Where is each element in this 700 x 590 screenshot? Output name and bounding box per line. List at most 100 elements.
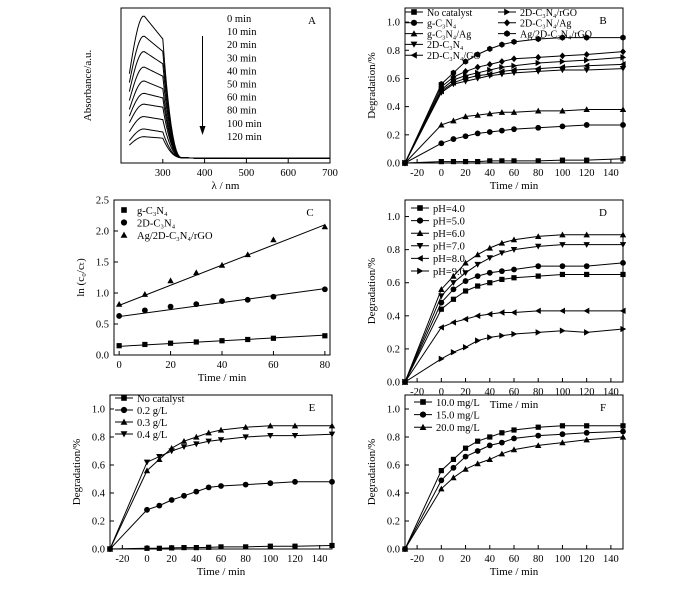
data-point [486, 60, 493, 68]
data-point [583, 62, 590, 69]
x-tick-label: 80 [320, 360, 331, 371]
series-line [109, 481, 332, 550]
x-tick-label: 40 [485, 387, 496, 398]
legend-item-2d-c-n-go: 2D-C₃N₄/GO [405, 51, 481, 62]
legend: 0 min 10 min 20 min 30 min 40 min 50 min 60 mi… [227, 14, 262, 143]
data-point [168, 497, 175, 503]
data-point [474, 448, 481, 454]
data-point [270, 236, 277, 243]
data-point [141, 307, 148, 314]
data-point [475, 158, 481, 165]
data-point [559, 307, 566, 315]
data-point [167, 303, 174, 310]
data-point [535, 273, 541, 279]
legend-label: 10.0 mg/L [436, 398, 480, 409]
data-point [450, 117, 457, 124]
x-tick-label: 20 [165, 360, 176, 371]
legend-marker [120, 418, 128, 425]
data-point [438, 485, 445, 492]
data-point [619, 106, 627, 113]
spectrum-120-min [129, 136, 331, 159]
data-point [498, 109, 506, 115]
y-tick-label: 1.0 [387, 405, 400, 416]
data-point [535, 124, 542, 131]
y-axis-label: ln (c₀/cₜ) [75, 258, 87, 297]
data-point [620, 48, 626, 56]
data-point [401, 545, 409, 552]
data-point [242, 481, 249, 488]
data-point [535, 432, 542, 439]
series-no-catalyst [107, 542, 335, 552]
x-tick-label: 80 [240, 554, 251, 565]
data-point [144, 506, 150, 513]
legend-item-ph-8-0: pH=8.0 [411, 254, 465, 265]
data-point [559, 123, 566, 130]
y-tick-label: 0.0 [96, 351, 109, 362]
legend-item-no-catalyst: No catalyst [405, 8, 472, 19]
series-line [404, 108, 623, 164]
data-point [438, 477, 445, 484]
legend-label: 50 min [227, 80, 257, 91]
data-point [583, 231, 590, 238]
data-point [462, 133, 469, 140]
data-point [181, 545, 187, 551]
data-point [474, 130, 481, 137]
legend-label: 2D-C₃N₄/rGO [520, 8, 577, 19]
legend-label: No catalyst [427, 8, 472, 19]
data-point [218, 483, 224, 489]
x-tick-label: -20 [410, 554, 424, 565]
y-tick-label: 0.6 [387, 74, 400, 85]
data-point [620, 54, 627, 61]
legend-marker [416, 255, 423, 262]
legend-marker [503, 19, 511, 27]
legend-item-ph-4-0: pH=4.0 [411, 204, 465, 215]
y-tick-label: 0.6 [387, 278, 400, 289]
data-point [583, 263, 590, 270]
legend-item-2d-c-n: 2D-C₃N₄ [120, 218, 176, 229]
legend-item-ph-7-0: pH=7.0 [411, 242, 465, 253]
data-point [474, 63, 481, 71]
y-tick-label: 0.2 [387, 130, 400, 141]
legend-label: 2D-C₃N₄/GO [427, 51, 481, 62]
y-axis-label: Degradation/% [71, 439, 83, 506]
legend-label: 100 min [227, 119, 262, 130]
data-point [438, 306, 444, 312]
legend-label: 60 min [227, 93, 257, 104]
panel-A: 300 400 500 600 700 λ / nm Absorbance/a.u. A 0 m… [82, 7, 338, 192]
panel-E: -20 0 20 40 60 80 100 120 140 0.0 0.2 0.4 0.6 0.8 1.0 T… [71, 394, 336, 578]
data-point [193, 441, 200, 448]
arrow-head [199, 126, 206, 135]
legend-label: 20 min [227, 40, 257, 51]
data-point [156, 502, 163, 509]
data-point [438, 468, 444, 474]
data-point [462, 344, 469, 351]
data-point [438, 121, 445, 128]
legend-item-g-c-n: g-C₃N₄ [405, 19, 457, 30]
y-tick-label: 0.5 [96, 320, 109, 331]
legend-marker [120, 406, 128, 414]
data-point [620, 122, 626, 128]
x-tick-label: 60 [268, 360, 279, 371]
x-tick-label: 60 [509, 387, 520, 398]
y-tick-label: 0.4 [387, 489, 401, 500]
legend-item-20-0-mg-l: 20.0 mg/L [414, 423, 480, 434]
data-point [450, 158, 457, 165]
series-0-3-g-l [106, 422, 336, 552]
data-point [499, 41, 505, 48]
data-point [242, 424, 249, 430]
data-point [180, 444, 188, 450]
data-point [402, 159, 408, 167]
data-point [584, 271, 590, 278]
legend-marker [420, 399, 426, 405]
data-point [450, 280, 457, 286]
data-point [486, 255, 493, 262]
data-point [559, 34, 566, 41]
data-point [498, 68, 505, 75]
data-point [475, 438, 481, 444]
x-tick-label: 140 [312, 554, 328, 565]
legend-marker [416, 217, 424, 224]
data-point [450, 69, 457, 76]
data-point [487, 434, 493, 440]
y-tick-label: 0.0 [387, 159, 400, 170]
data-point [487, 280, 493, 286]
